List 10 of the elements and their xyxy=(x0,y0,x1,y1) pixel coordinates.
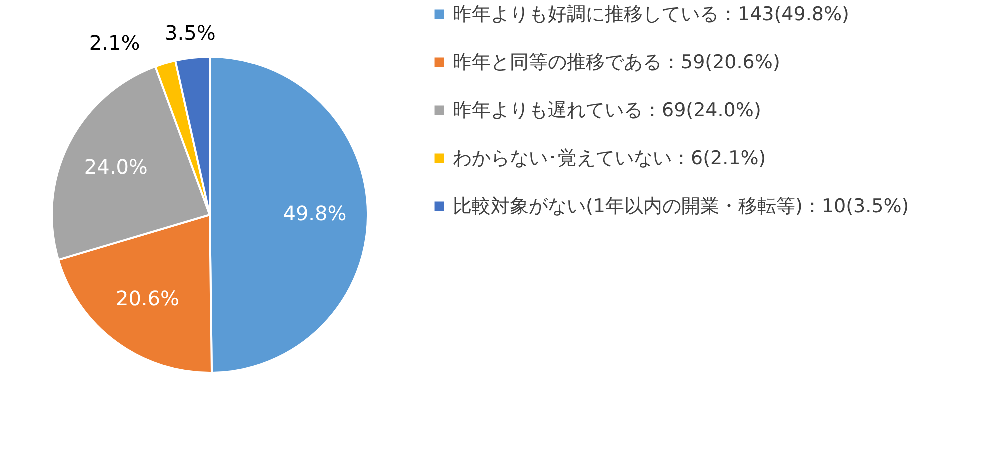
legend-label: 昨年よりも遅れている：69(24.0%) xyxy=(453,100,762,122)
data-label: 2.1% xyxy=(89,31,140,56)
legend-label: 昨年よりも好調に推移している：143(49.8%) xyxy=(453,4,850,26)
data-label: 3.5% xyxy=(165,21,216,46)
data-label: 20.6% xyxy=(116,286,180,311)
legend-label: 昨年と同等の推移である：59(20.6%) xyxy=(453,52,780,74)
legend-label: わからない･覚えていない：6(2.1%) xyxy=(453,148,766,170)
data-label: 24.0% xyxy=(84,154,148,179)
data-label: 49.8% xyxy=(283,201,347,226)
legend-label: 比較対象がない(1年以内の開業・移転等)：10(3.5%) xyxy=(453,196,910,218)
